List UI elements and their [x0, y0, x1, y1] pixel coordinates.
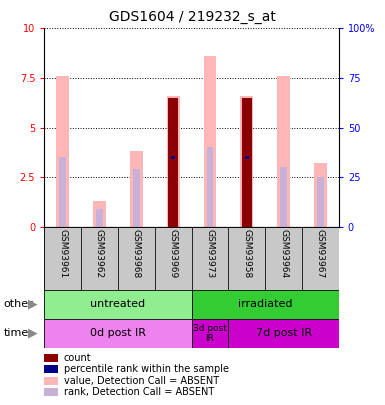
Bar: [302, 227, 339, 290]
Text: GSM93958: GSM93958: [242, 229, 251, 279]
Text: 3d post
IR: 3d post IR: [193, 324, 227, 343]
Text: ▶: ▶: [28, 298, 38, 311]
Bar: [228, 319, 339, 348]
Bar: [118, 227, 155, 290]
Text: percentile rank within the sample: percentile rank within the sample: [64, 364, 229, 374]
Bar: [228, 227, 265, 290]
Bar: [243, 157, 250, 227]
Bar: [155, 227, 192, 290]
Bar: [167, 96, 179, 227]
Text: count: count: [64, 353, 91, 363]
Bar: [240, 96, 253, 227]
Bar: [44, 290, 192, 319]
Bar: [44, 227, 81, 290]
Bar: [277, 76, 290, 227]
Text: GSM93969: GSM93969: [169, 229, 177, 279]
Text: 0d post IR: 0d post IR: [90, 328, 146, 338]
Bar: [192, 227, 228, 290]
Bar: [130, 151, 143, 227]
Text: irradiated: irradiated: [238, 299, 293, 309]
Text: 7d post IR: 7d post IR: [256, 328, 311, 338]
Bar: [171, 156, 175, 158]
Text: time: time: [4, 328, 29, 338]
Text: GSM93964: GSM93964: [279, 229, 288, 278]
Text: other: other: [4, 299, 33, 309]
Bar: [265, 227, 302, 290]
Bar: [81, 227, 118, 290]
Bar: [242, 98, 252, 227]
Text: ▶: ▶: [28, 327, 38, 340]
Bar: [133, 169, 140, 227]
Text: GSM93968: GSM93968: [132, 229, 141, 279]
Bar: [56, 76, 69, 227]
Text: GSM93973: GSM93973: [206, 229, 214, 279]
Bar: [44, 319, 192, 348]
Bar: [204, 56, 216, 227]
Text: rank, Detection Call = ABSENT: rank, Detection Call = ABSENT: [64, 387, 214, 397]
Bar: [192, 319, 228, 348]
Text: GDS1604 / 219232_s_at: GDS1604 / 219232_s_at: [109, 10, 276, 24]
Bar: [192, 290, 339, 319]
Bar: [280, 167, 287, 227]
Bar: [168, 98, 178, 227]
Bar: [170, 157, 176, 227]
Text: untreated: untreated: [90, 299, 146, 309]
Bar: [314, 163, 327, 227]
Text: GSM93967: GSM93967: [316, 229, 325, 279]
Bar: [245, 156, 249, 158]
Bar: [207, 147, 213, 227]
Text: value, Detection Call = ABSENT: value, Detection Call = ABSENT: [64, 376, 219, 386]
Bar: [317, 177, 324, 227]
Text: GSM93961: GSM93961: [58, 229, 67, 279]
Bar: [93, 201, 106, 227]
Bar: [96, 209, 103, 227]
Bar: [59, 157, 66, 227]
Text: GSM93962: GSM93962: [95, 229, 104, 278]
